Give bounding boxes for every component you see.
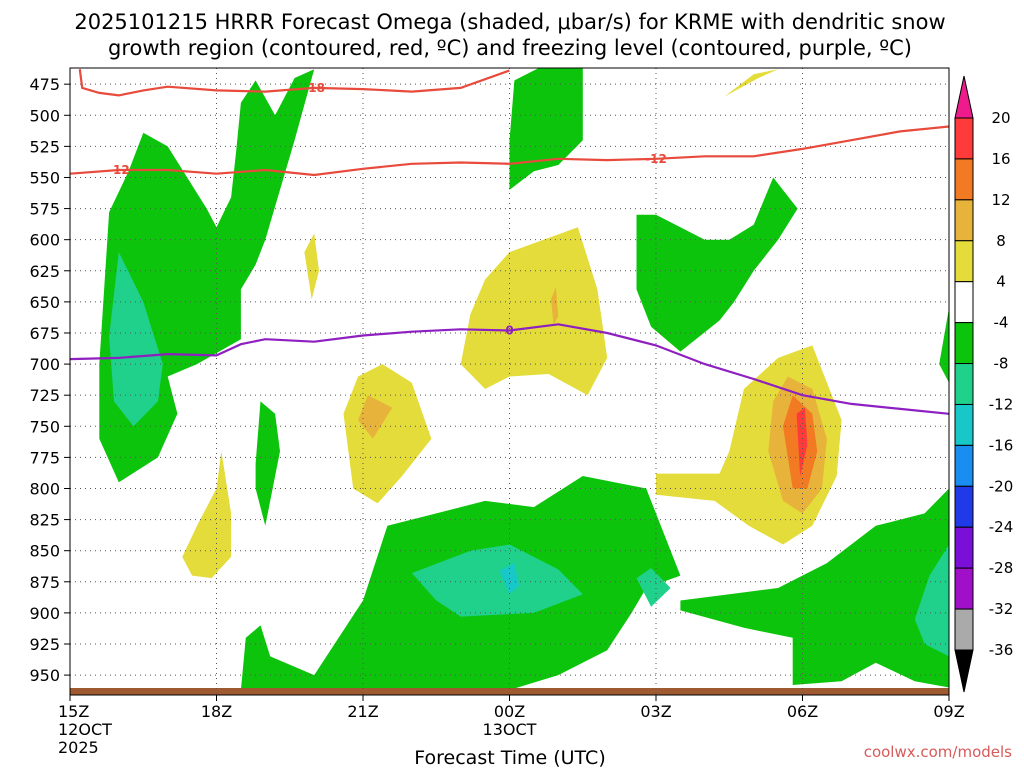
colorbar-bin-11: [954, 567, 974, 610]
colorbar-label-11: -28: [989, 559, 1014, 577]
omega-shading: [70, 68, 949, 695]
colorbar-label-1: 16: [991, 150, 1010, 168]
x-tick-label-2-0: 21Z: [347, 702, 378, 721]
y-tick-label-950: 950: [29, 666, 60, 685]
colorbar-label-0: 20: [991, 109, 1010, 127]
omega-region-15: [358, 395, 393, 439]
colorbar-label-4: 4: [996, 273, 1006, 291]
y-tick-label-725: 725: [29, 386, 60, 405]
colorbar-bin-0: [954, 117, 974, 160]
contour-label--12: -12: [108, 163, 130, 177]
colorbar-label-5: -4: [994, 314, 1009, 332]
omega-region-9: [680, 488, 949, 688]
colorbar-bin-2: [954, 199, 974, 242]
y-tick-label-475: 475: [29, 75, 60, 94]
colorbar-top-arrow: [954, 75, 974, 119]
colorbar-bin-10: [954, 526, 974, 569]
y-tick-label-875: 875: [29, 573, 60, 592]
x-tick-label-6-0: 09Z: [933, 702, 964, 721]
x-tick-label-3-0: 00Z: [494, 702, 525, 721]
colorbar-bottom-arrow: [954, 649, 974, 693]
contour-label--18: -18: [303, 81, 325, 95]
y-tick-label-850: 850: [29, 542, 60, 561]
omega-region-22: [796, 407, 808, 476]
y-tick-label-900: 900: [29, 604, 60, 623]
y-tick-label-750: 750: [29, 417, 60, 436]
colorbar-bin-12: [954, 608, 974, 651]
x-tick-label-0-2: 2025: [58, 738, 99, 757]
colorbar-label-10: -24: [989, 518, 1014, 536]
x-tick-label-3-1: 13OCT: [483, 720, 537, 739]
colorbar-bin-9: [954, 485, 974, 528]
credit-text: coolwx.com/models: [864, 743, 1012, 761]
y-tick-label-800: 800: [29, 479, 60, 498]
y-tick-label-500: 500: [29, 106, 60, 125]
colorbar-bin-8: [954, 444, 974, 487]
colorbar-label-7: -12: [989, 395, 1014, 413]
colorbar-label-13: -36: [989, 641, 1014, 659]
colorbar-label-6: -8: [994, 355, 1009, 373]
x-tick-label-5-0: 06Z: [787, 702, 818, 721]
x-axis-label: Forecast Time (UTC): [414, 747, 605, 768]
x-tick-label-4-0: 03Z: [640, 702, 671, 721]
omega-region-14: [343, 364, 432, 504]
y-tick-label-575: 575: [29, 200, 60, 219]
contour-label--12: -12: [645, 152, 667, 166]
ground-strip: [70, 688, 949, 695]
contour-label-0: 0: [505, 323, 513, 337]
y-tick-label-650: 650: [29, 293, 60, 312]
y-tick-label-775: 775: [29, 448, 60, 467]
colorbar-label-12: -32: [989, 600, 1014, 618]
omega-region-10: [914, 544, 949, 657]
omega-region-16: [460, 227, 608, 396]
colorbar-bin-7: [954, 403, 974, 446]
y-tick-label-925: 925: [29, 635, 60, 654]
omega-region-3: [636, 177, 798, 352]
contour-line--18: [78, 69, 510, 97]
omega-region-17: [551, 287, 559, 325]
omega-region-8: [636, 568, 671, 607]
omega-region-4: [255, 401, 280, 526]
omega-region-11: [939, 308, 949, 383]
colorbar: 20 16 12 8 4 -4 -8 -12 -16 -20 -24 -28 -32 -36: [954, 75, 1014, 693]
y-tick-label-625: 625: [29, 262, 60, 281]
omega-region-2: [509, 68, 583, 190]
omega-region-6: [411, 544, 583, 617]
colorbar-bin-3: [954, 240, 974, 283]
colorbar-bin-4: [954, 281, 974, 324]
colorbar-label-3: 8: [996, 232, 1006, 250]
x-tick-label-0-0: 15Z: [58, 702, 89, 721]
y-tick-label-825: 825: [29, 511, 60, 530]
contour-lines: -18 -12 -12 0: [70, 69, 949, 415]
y-tick-label-525: 525: [29, 137, 60, 156]
y-tick-label-600: 600: [29, 231, 60, 250]
colorbar-bin-1: [954, 158, 974, 201]
title-line-2: growth region (contoured, red, ºC) and f…: [108, 36, 912, 60]
omega-region-18: [724, 69, 779, 97]
contour-line--12: [70, 125, 949, 177]
omega-region-13: [304, 233, 319, 300]
colorbar-label-9: -20: [989, 477, 1014, 495]
colorbar-bin-5: [954, 322, 974, 365]
y-tick-label-675: 675: [29, 324, 60, 343]
x-tick-label-0-1: 12OCT: [58, 720, 112, 739]
colorbar-label-2: 12: [991, 191, 1010, 209]
title-line-1: 2025101215 HRRR Forecast Omega (shaded, …: [74, 10, 945, 34]
y-axis-ticks: 475 500 525 550 575 600 625 650 675 700 725 750 775 8…: [29, 75, 70, 685]
y-tick-label-550: 550: [29, 168, 60, 187]
x-tick-label-1-0: 18Z: [201, 702, 232, 721]
chart-title: 2025101215 HRRR Forecast Omega (shaded, …: [74, 10, 945, 60]
contour-line-0: [70, 323, 949, 415]
y-tick-label-700: 700: [29, 355, 60, 374]
colorbar-label-8: -16: [989, 436, 1014, 454]
colorbar-bin-6: [954, 363, 974, 405]
omega-region-1: [109, 252, 163, 427]
omega-region-12: [182, 451, 232, 579]
